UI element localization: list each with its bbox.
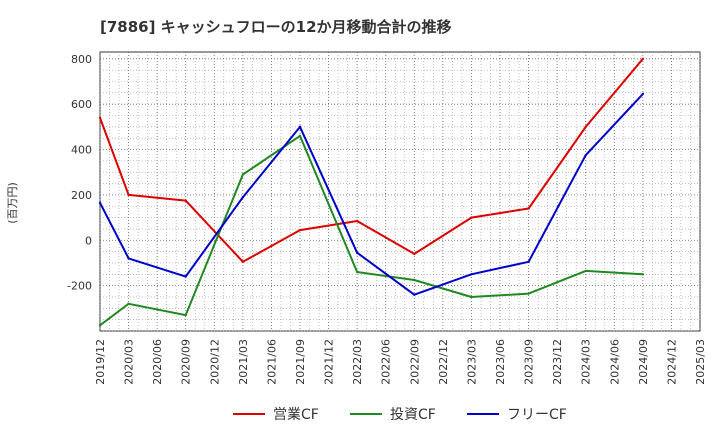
x-tick-label: 2024/06 bbox=[608, 339, 621, 385]
x-tick-label: 2022/03 bbox=[351, 339, 364, 385]
data-point bbox=[641, 273, 645, 276]
x-tick-label: 2020/12 bbox=[208, 339, 221, 385]
x-tick-label: 2020/09 bbox=[180, 339, 193, 385]
data-point bbox=[641, 92, 645, 96]
y-tick-label: 600 bbox=[71, 98, 92, 111]
data-point bbox=[241, 195, 245, 199]
plot-area bbox=[99, 51, 701, 332]
x-tick-label: 2025/03 bbox=[694, 339, 707, 385]
data-point bbox=[184, 313, 187, 317]
data-point bbox=[527, 260, 530, 264]
x-tick-label: 2021/06 bbox=[265, 339, 278, 385]
data-point bbox=[470, 295, 473, 299]
x-tick-label: 2022/09 bbox=[408, 339, 421, 385]
data-point bbox=[413, 293, 416, 296]
data-point bbox=[98, 201, 102, 205]
data-point bbox=[470, 273, 473, 276]
data-point bbox=[355, 270, 359, 274]
data-point bbox=[127, 257, 130, 260]
data-point bbox=[355, 251, 359, 254]
x-tick-label: 2023/12 bbox=[551, 339, 564, 385]
grid-lines bbox=[99, 52, 701, 332]
data-point bbox=[584, 269, 587, 273]
series-layer bbox=[98, 57, 645, 327]
series-営業CF bbox=[98, 57, 645, 264]
data-point bbox=[98, 116, 102, 119]
data-point bbox=[298, 134, 302, 138]
y-tick-label: 400 bbox=[71, 144, 92, 157]
x-tick-label: 2022/12 bbox=[437, 339, 450, 385]
data-point bbox=[584, 154, 587, 157]
data-point bbox=[298, 228, 302, 232]
data-point bbox=[413, 278, 416, 282]
y-tick-label: 200 bbox=[71, 189, 92, 202]
x-tick-label: 2023/06 bbox=[494, 339, 507, 385]
data-point bbox=[641, 57, 645, 61]
x-tick-label: 2020/03 bbox=[123, 339, 136, 385]
plot-frame bbox=[99, 51, 701, 332]
x-tick-label: 2023/09 bbox=[523, 339, 536, 385]
data-point bbox=[527, 292, 530, 295]
x-tick-label: 2023/03 bbox=[465, 339, 478, 385]
x-tick-label: 2021/03 bbox=[237, 339, 250, 385]
legend-label: 投資CF bbox=[390, 407, 436, 423]
data-point bbox=[98, 324, 102, 327]
data-point bbox=[470, 216, 473, 219]
data-point bbox=[184, 275, 187, 278]
data-point bbox=[127, 193, 130, 197]
data-point bbox=[298, 125, 302, 129]
y-axis-label: (百万円) bbox=[6, 182, 19, 224]
data-point bbox=[413, 252, 416, 256]
data-point bbox=[527, 207, 530, 210]
data-point bbox=[127, 302, 130, 305]
data-point bbox=[584, 125, 587, 129]
y-axis-ticks: 800 600 400 200 0 -200 bbox=[67, 53, 92, 293]
x-tick-label: 2024/12 bbox=[665, 339, 678, 385]
x-tick-label: 2020/06 bbox=[151, 339, 164, 385]
data-point bbox=[355, 219, 359, 223]
legend-label: フリーCF bbox=[507, 407, 567, 423]
y-tick-label: -200 bbox=[67, 280, 92, 293]
x-tick-label: 2024/03 bbox=[580, 339, 593, 385]
x-tick-label: 2024/09 bbox=[637, 339, 650, 385]
data-point bbox=[241, 260, 245, 264]
y-tick-label: 800 bbox=[71, 53, 92, 66]
chart-title: [7886] キャッシュフローの12か月移動合計の推移 bbox=[100, 18, 452, 36]
x-axis-ticks: 2019/12 2020/03 2020/06 2020/09 2020/12 2021/… bbox=[94, 339, 707, 385]
x-tick-label: 2021/12 bbox=[323, 339, 336, 385]
x-tick-label: 2022/06 bbox=[380, 339, 393, 385]
data-point bbox=[241, 173, 245, 176]
legend: 営業CF 投資CF フリーCF bbox=[233, 407, 567, 423]
legend-label: 営業CF bbox=[273, 407, 319, 423]
series-フリーCF bbox=[98, 92, 645, 296]
series-投資CF bbox=[98, 134, 645, 327]
x-tick-label: 2021/09 bbox=[294, 339, 307, 385]
data-point bbox=[184, 199, 187, 202]
x-tick-label: 2019/12 bbox=[94, 339, 107, 385]
y-tick-label: 0 bbox=[85, 234, 92, 247]
